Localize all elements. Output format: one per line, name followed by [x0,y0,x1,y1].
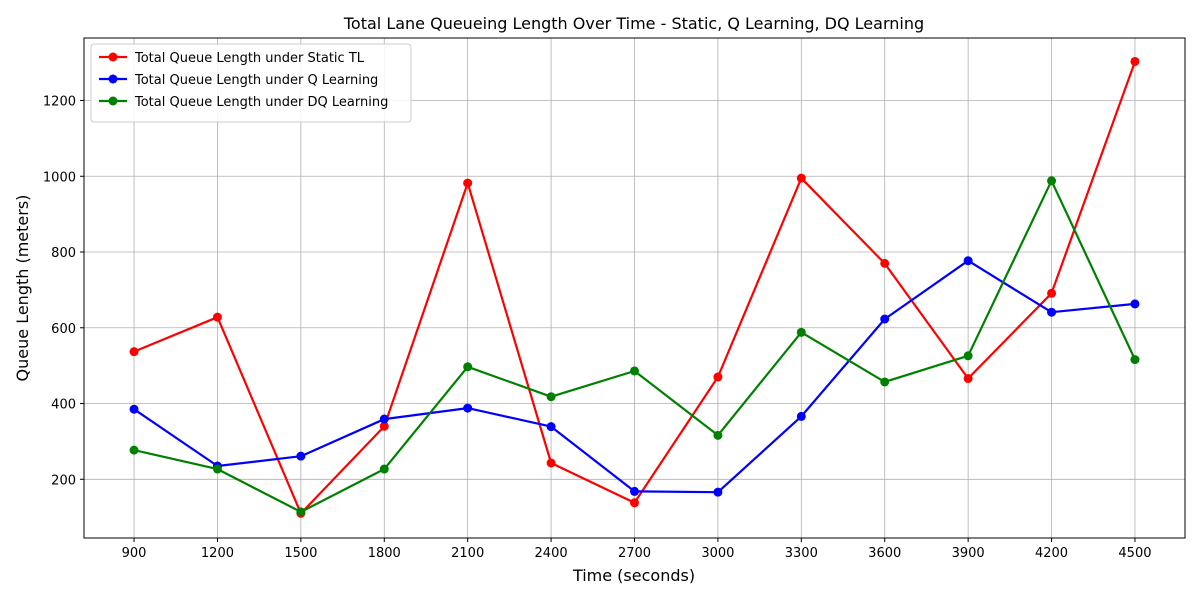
legend: Total Queue Length under Static TL Total … [90,43,412,123]
data-point [796,411,806,421]
legend-item: Total Queue Length under Static TL [99,51,365,66]
data-point [630,366,639,376]
data-point [713,430,723,440]
legend-marker [108,96,118,106]
data-point [129,445,139,455]
x-tick-label: 3000 [701,546,734,561]
data-point [713,372,723,382]
data-point [880,314,890,324]
series-2 [129,256,1140,497]
data-point [379,414,389,424]
data-point [796,173,806,183]
x-tick-label: 2100 [451,546,484,561]
legend-item: Total Queue Length under DQ Learning [99,95,388,110]
data-point [880,377,890,387]
data-point [1047,288,1057,298]
data-point [463,362,473,372]
legend-marker [108,52,118,62]
data-point [1130,56,1140,66]
data-point [379,421,389,431]
series-3 [129,176,1140,517]
x-tick-label: 1200 [201,546,234,561]
data-point [546,422,556,432]
data-point [463,178,473,188]
data-point [630,498,639,508]
x-tick-label: 900 [122,546,147,561]
data-point [963,256,973,266]
x-tick-label: 1500 [284,546,317,561]
y-tick-label: 1000 [43,170,76,185]
x-tick-label: 4200 [1035,546,1068,561]
x-tick-label: 3300 [785,546,818,561]
data-point [212,312,222,322]
data-point [546,458,556,468]
data-point [212,464,222,474]
data-point [880,258,890,268]
data-point [379,464,389,474]
data-point [963,351,973,361]
data-point [546,392,556,402]
y-tick-label: 1200 [43,95,76,110]
data-point [1047,176,1057,186]
x-axis-label: Time (seconds) [572,566,695,585]
data-point [1130,355,1140,365]
x-tick-label: 4500 [1118,546,1151,561]
data-point [1047,307,1057,317]
chart-title: Total Lane Queueing Length Over Time - S… [343,14,924,33]
legend-box [90,43,412,123]
legend-label: Total Queue Length under Static TL [134,51,365,66]
ticks: 900 1200 1500 1800 2100 2400 2700 3000 3300 3600 3… [43,95,1152,562]
legend-label: Total Queue Length under DQ Learning [134,95,388,110]
data-point [630,486,639,496]
data-point [296,507,306,517]
data-point [713,487,723,497]
y-axis-label: Queue Length (meters) [13,195,32,382]
legend-marker [108,74,118,84]
x-tick-label: 2400 [535,546,568,561]
data-point [963,374,973,384]
data-point [1130,299,1140,309]
legend-label: Total Queue Length under Q Learning [134,73,378,88]
x-tick-label: 1800 [368,546,401,561]
y-tick-label: 400 [51,398,76,413]
data-point [129,404,139,414]
series-layer [129,56,1140,518]
y-tick-label: 600 [51,322,76,337]
data-point [129,347,139,357]
x-tick-label: 2700 [618,546,651,561]
x-tick-label: 3600 [868,546,901,561]
x-tick-label: 3900 [952,546,985,561]
data-point [463,403,473,413]
data-point [796,327,806,337]
legend-item: Total Queue Length under Q Learning [99,73,378,88]
y-tick-label: 800 [51,246,76,261]
data-point [296,451,306,461]
y-tick-label: 200 [51,473,76,488]
